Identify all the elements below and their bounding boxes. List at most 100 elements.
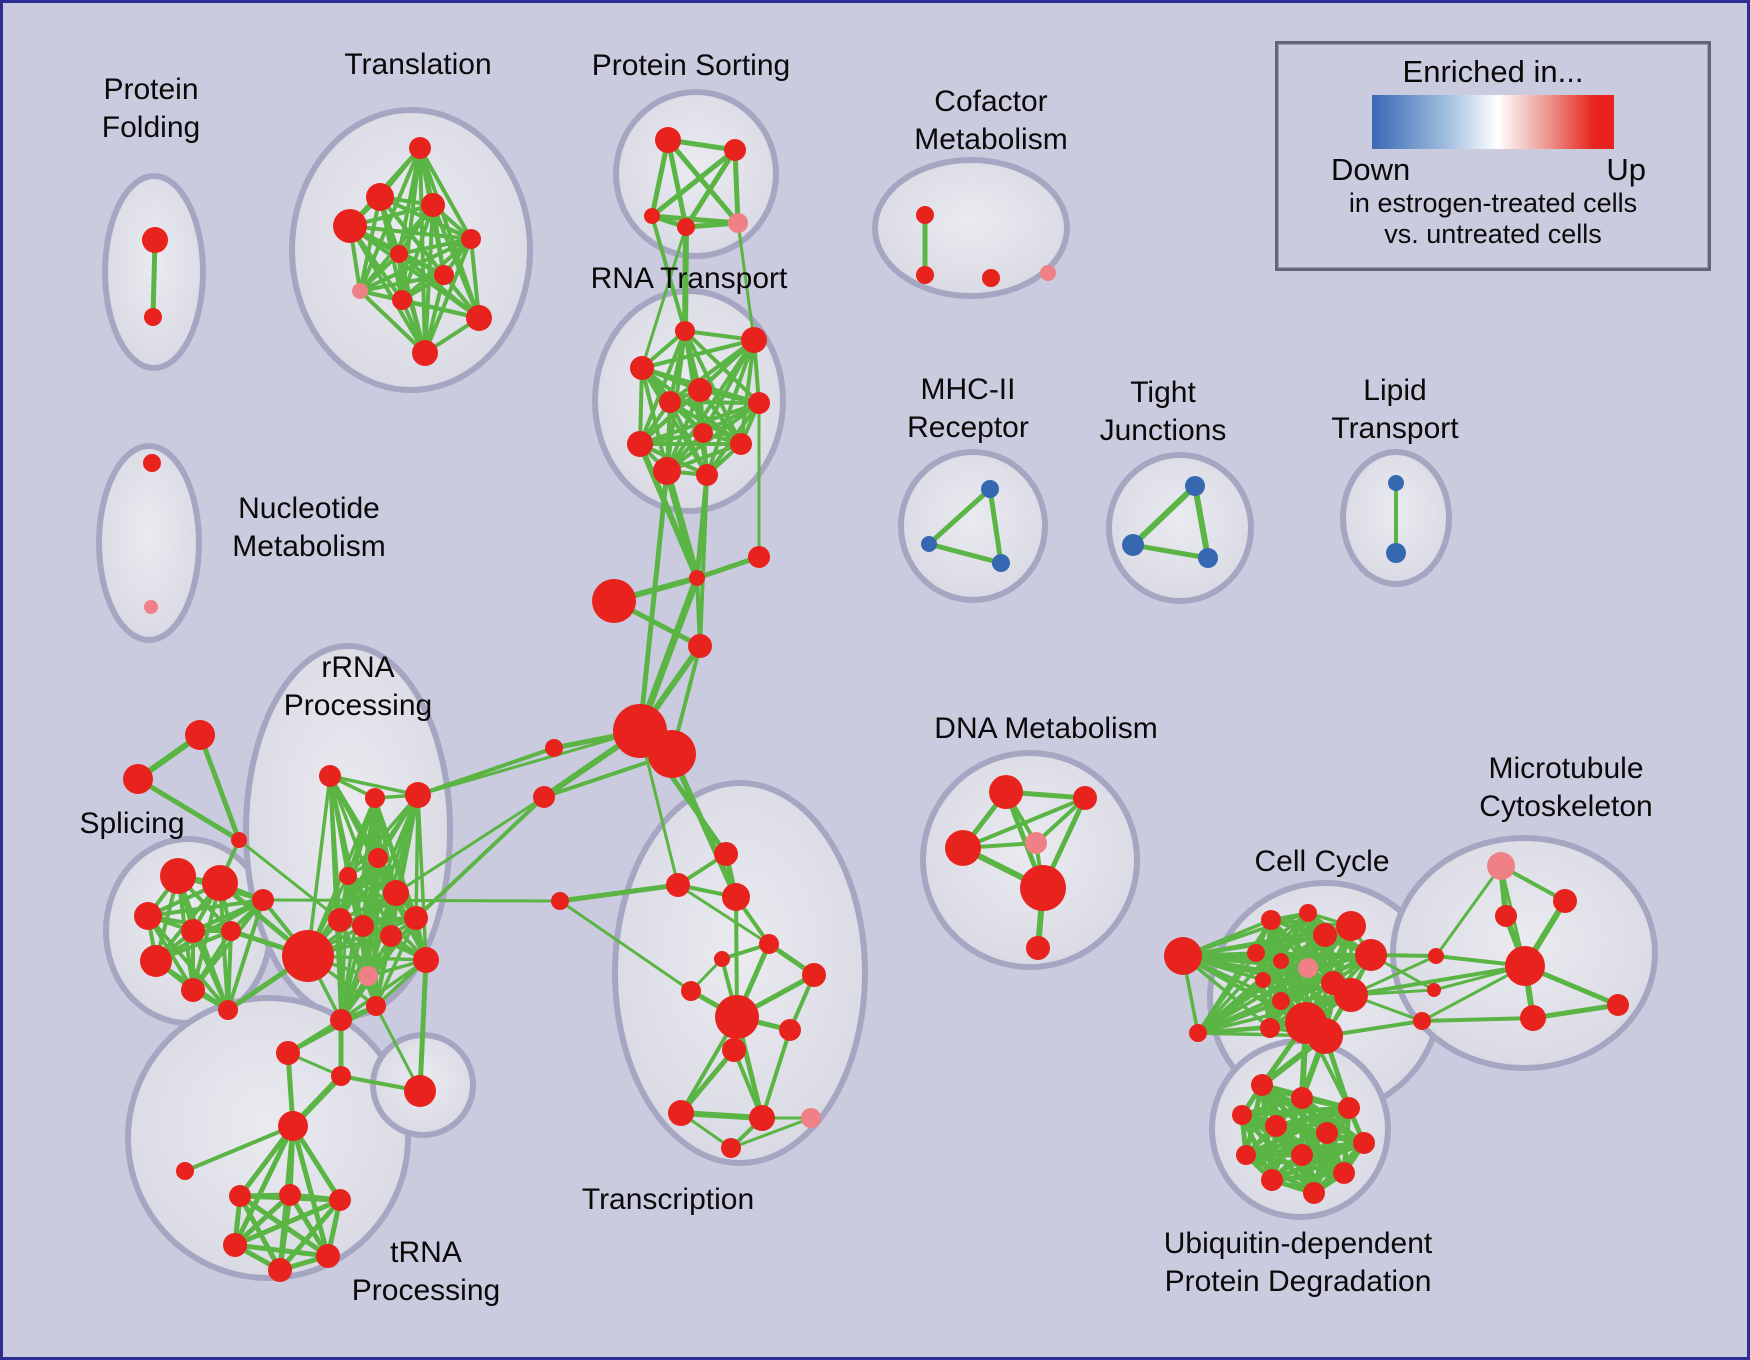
node-TR11 xyxy=(668,1100,694,1126)
edge-TR11-TR12 xyxy=(678,1110,765,1121)
node-X2 xyxy=(279,1184,301,1206)
cluster-label-translation-0: Translation xyxy=(344,48,491,81)
cluster-label-protein-folding-0: Protein xyxy=(103,73,198,106)
edge-TJ2-TJ3 xyxy=(1130,542,1211,561)
edge-L2-RR10 xyxy=(414,795,546,920)
node-U10 xyxy=(1333,1162,1355,1184)
node-CC6 xyxy=(1355,939,1387,971)
edge-CC7-CC17 xyxy=(1196,951,1258,1035)
node-NM1 xyxy=(143,454,161,472)
node-SP9 xyxy=(252,889,274,911)
edge-RT10-J1 xyxy=(663,467,701,582)
edge-TRI2-TRI3 xyxy=(135,776,242,843)
node-U6 xyxy=(1316,1122,1338,1144)
node-PS2 xyxy=(724,139,746,161)
edge-PS5-RT2 xyxy=(736,221,756,342)
node-CC9 xyxy=(1298,958,1318,978)
node-CC3 xyxy=(1299,904,1317,922)
node-CF4 xyxy=(1040,265,1056,281)
node-J2 xyxy=(748,546,770,568)
edge-CC3-CC7 xyxy=(1254,911,1310,955)
edge-RR8-RR14 xyxy=(339,924,365,1022)
edge-PS3-RT1 xyxy=(650,214,687,333)
edge-J1-H1 xyxy=(636,574,701,735)
legend-axis-labels: Down Up xyxy=(1278,152,1708,188)
edge-CC13-CC17 xyxy=(1196,993,1353,1035)
node-CF3 xyxy=(982,269,1000,287)
edge-PS4-RT1 xyxy=(682,224,689,334)
node-TRI2 xyxy=(123,764,153,794)
node-U1 xyxy=(1251,1074,1273,1096)
edge-TL1-TL8 xyxy=(358,146,422,293)
cluster-label-transcription-0: Transcription xyxy=(582,1183,754,1216)
cluster-label-nucleotide-metabolism-1: Metabolism xyxy=(232,530,385,563)
edge-TJ1-TJ2 xyxy=(1130,483,1198,548)
node-H2 xyxy=(648,730,696,778)
cluster-transcription xyxy=(612,780,868,1166)
node-CC11 xyxy=(1255,972,1271,988)
node-DM1 xyxy=(989,775,1023,809)
node-RR9 xyxy=(380,925,402,947)
edge-RT5-RT6 xyxy=(668,400,761,405)
node-MT2 xyxy=(1553,889,1577,913)
edge-TL7-TL11 xyxy=(423,273,446,355)
edge-RT6-RT11 xyxy=(668,400,709,477)
node-RRH xyxy=(282,930,334,982)
node-PS3 xyxy=(644,208,660,224)
node-TR12 xyxy=(749,1105,775,1131)
edge-SP7-SP9 xyxy=(191,898,265,992)
edge-X3-X6 xyxy=(277,1197,343,1273)
edge-TR2-TR4 xyxy=(676,883,771,946)
cluster-label-rrna-processing-0: rRNA xyxy=(321,651,394,684)
node-TL11 xyxy=(412,340,438,366)
cluster-label-dna-metabolism-0: DNA Metabolism xyxy=(934,712,1157,745)
node-TR1 xyxy=(714,842,738,866)
edge-TR10-TR11 xyxy=(678,1047,737,1116)
cluster-label-rrna-processing-1: Processing xyxy=(284,689,432,722)
cluster-label-ubiquitin-degradation-1: Protein Degradation xyxy=(1165,1265,1432,1298)
edge-H1-RR3 xyxy=(416,729,642,797)
node-TC2 xyxy=(331,1066,351,1086)
node-TL9 xyxy=(392,290,412,310)
node-TR9 xyxy=(779,1019,801,1041)
edge-PS2-PS4 xyxy=(683,147,738,230)
edge-DM2-DM3 xyxy=(961,796,1087,850)
edge-MT5-MT6 xyxy=(1530,1002,1621,1021)
node-U4 xyxy=(1232,1105,1252,1125)
cluster-label-cofactor-metabolism-1: Metabolism xyxy=(914,123,1067,156)
cluster-label-nucleotide-metabolism-0: Nucleotide xyxy=(238,492,380,525)
node-RR1 xyxy=(319,765,341,787)
edge-RT5-RT9 xyxy=(638,401,761,446)
node-MH1 xyxy=(981,480,999,498)
edge-X4-X5 xyxy=(232,1242,331,1259)
node-SP7 xyxy=(181,978,205,1002)
node-CF2 xyxy=(916,266,934,284)
node-RT10 xyxy=(653,457,681,485)
node-U11 xyxy=(1261,1169,1283,1191)
cluster-label-trna-processing-0: tRNA xyxy=(390,1236,462,1269)
edge-U3-U4 xyxy=(1239,1105,1352,1118)
edge-TJ1-TJ3 xyxy=(1192,483,1211,561)
node-RT7 xyxy=(693,423,713,443)
edge-H2-TR3 xyxy=(669,751,739,900)
cluster-label-lipid-transport-1: Transport xyxy=(1331,412,1459,445)
node-TL10 xyxy=(466,305,492,331)
node-DM5 xyxy=(1020,865,1066,911)
node-TRI3 xyxy=(231,832,247,848)
edge-TL2-TL8 xyxy=(358,195,382,293)
edge-K1-MT1 xyxy=(1434,864,1503,958)
cluster-label-mhc-ii-receptor-1: Receptor xyxy=(907,411,1029,444)
node-TL5 xyxy=(461,229,481,249)
cluster-label-rna-transport-0: RNA Transport xyxy=(591,262,788,295)
edge-CC11-CC17 xyxy=(1196,978,1265,1035)
edge-RT2-RT3 xyxy=(640,338,756,370)
node-K2 xyxy=(1427,983,1441,997)
node-SP8 xyxy=(218,1000,238,1020)
node-U3 xyxy=(1338,1097,1360,1119)
node-U12 xyxy=(1303,1182,1325,1204)
node-CC1 xyxy=(1164,937,1202,975)
edge-K3-MT5 xyxy=(1420,1016,1535,1023)
cluster-label-protein-sorting-0: Protein Sorting xyxy=(592,49,790,82)
edge-CC16-CC17 xyxy=(1196,1026,1272,1035)
edge-MH1-MH3 xyxy=(987,486,1004,566)
